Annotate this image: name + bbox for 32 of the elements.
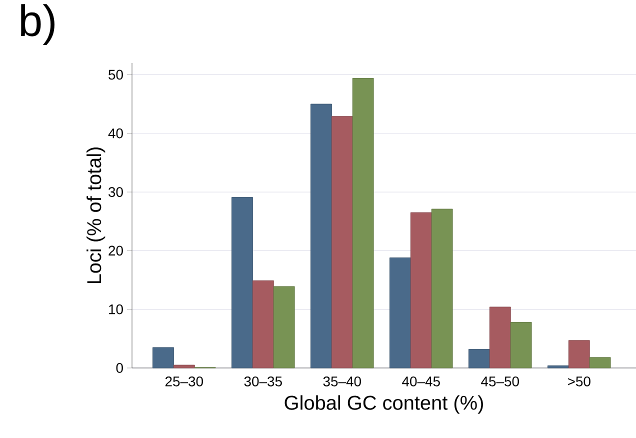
bar xyxy=(252,280,274,368)
y-tick-label: 0 xyxy=(116,363,123,373)
bar xyxy=(510,322,532,368)
x-tick-label: >50 xyxy=(568,376,590,386)
text: b) xyxy=(21,4,54,46)
bar xyxy=(273,286,295,368)
x-tick-label: 40–45 xyxy=(402,376,440,386)
bar xyxy=(331,116,353,368)
x-tick-label: 35–40 xyxy=(323,376,361,386)
bar xyxy=(352,78,374,368)
y-tick-label: 20 xyxy=(108,246,123,256)
y-tick-label: 40 xyxy=(108,128,123,138)
x-tick-label: 45–50 xyxy=(481,376,519,386)
bar xyxy=(410,212,432,368)
bar xyxy=(152,347,174,368)
x-tick-label: 30–35 xyxy=(244,376,282,386)
y-tick-label: 30 xyxy=(108,187,123,197)
bar xyxy=(431,208,453,368)
bar xyxy=(468,348,490,368)
bar xyxy=(568,340,590,368)
bar xyxy=(489,306,511,368)
bar xyxy=(310,104,332,368)
x-axis-title: Global GC content (%) xyxy=(284,395,483,414)
bar xyxy=(547,365,569,368)
y-tick-label: 10 xyxy=(109,304,123,314)
y-tick-label: 50 xyxy=(108,70,123,80)
x-tick-label: 25–30 xyxy=(165,376,203,386)
bar xyxy=(173,364,195,368)
bar xyxy=(589,357,611,368)
y-axis-title: Loci (% of total) xyxy=(86,148,106,284)
bar xyxy=(231,197,253,368)
bar xyxy=(389,257,411,368)
